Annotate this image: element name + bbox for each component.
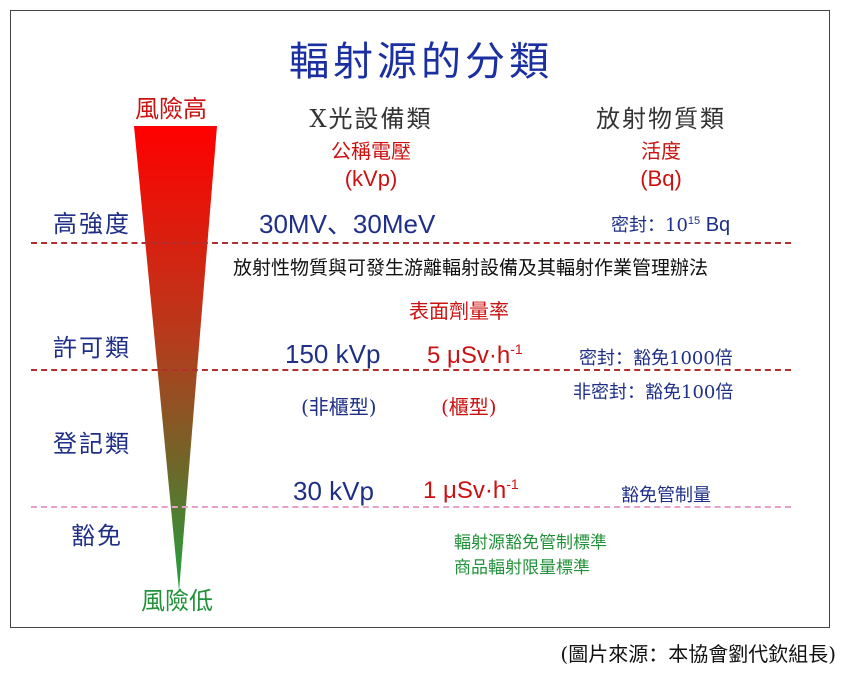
radioactive-column-header: 放射物質類 — [596, 105, 726, 133]
diagram-frame: 輻射源的分類 風險高 風險低 高強度 許可類 登記類 豁免 X光設備類 公稱電壓… — [10, 10, 830, 628]
cabinet-label: (櫃型) — [441, 395, 497, 419]
permit-sealed: 密封：豁免1000倍 — [579, 348, 733, 369]
exempt-standard-2: 商品輻射限量標準 — [454, 558, 590, 578]
xray-column-header: X光設備類 — [309, 105, 433, 133]
sealed-unit: Bq — [700, 214, 731, 236]
risk-low-label: 風險低 — [141, 587, 213, 615]
surface-dose-label: 表面劑量率 — [409, 299, 509, 323]
radioactive-column-sub: 活度 — [641, 139, 681, 163]
risk-high-label: 風險高 — [135, 95, 207, 123]
sealed-prefix: 密封：10 — [611, 215, 688, 236]
high-intensity-xray-value: 30MV、30MeV — [259, 209, 436, 239]
page-title: 輻射源的分類 — [289, 39, 553, 85]
level-registration: 登記類 — [53, 430, 131, 458]
divider-high-intensity — [31, 242, 791, 244]
radioactive-column-unit: (Bq) — [640, 166, 682, 191]
regulation-text: 放射性物質與可發生游離輻射設備及其輻射作業管理辦法 — [233, 257, 709, 279]
risk-gradient-triangle — [134, 126, 217, 591]
exempt-standard-1: 輻射源豁免管制標準 — [454, 533, 607, 553]
source-credit: (圖片來源：本協會劉代欽組長) — [560, 642, 836, 666]
permit-xray-value: 150 kVp — [285, 339, 381, 369]
registration-dose-exponent: -1 — [506, 476, 519, 492]
registration-dose-value: 1 μSv·h-1 — [423, 476, 519, 505]
permit-unsealed: 非密封：豁免100倍 — [573, 382, 734, 403]
level-high-intensity: 高強度 — [53, 210, 131, 238]
sealed-exponent: 15 — [687, 215, 701, 227]
divider-registration — [31, 506, 791, 508]
level-exempt: 豁免 — [71, 522, 123, 550]
divider-permit — [31, 369, 791, 371]
registration-xray-value: 30 kVp — [293, 476, 374, 506]
xray-column-unit: (kVp) — [344, 166, 398, 191]
non-cabinet-label: (非櫃型) — [301, 395, 377, 419]
registration-dose-prefix: 1 μSv·h — [423, 477, 507, 504]
permit-dose-value: 5 μSv·h-1 — [427, 341, 523, 370]
level-permit: 許可類 — [53, 334, 131, 362]
permit-dose-exponent: -1 — [510, 341, 523, 357]
high-intensity-sealed: 密封：1015 Bq — [611, 211, 730, 237]
permit-dose-prefix: 5 μSv·h — [427, 342, 511, 369]
exempt-control-amount: 豁免管制量 — [621, 485, 711, 506]
xray-column-sub: 公稱電壓 — [331, 139, 411, 163]
